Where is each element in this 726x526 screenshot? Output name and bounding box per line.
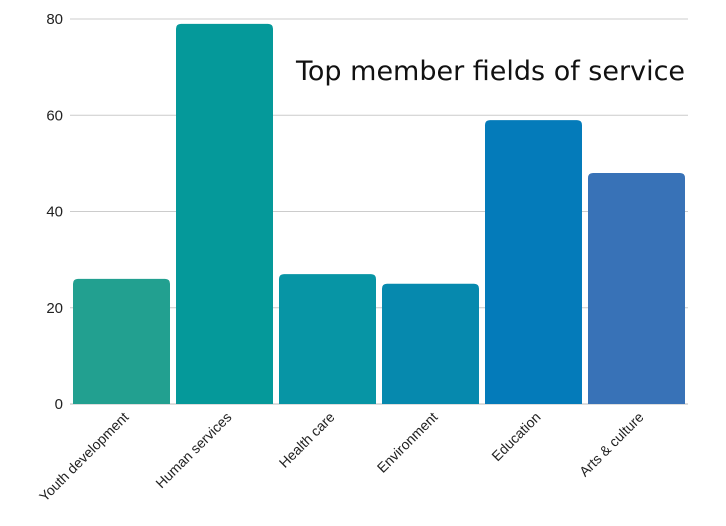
- x-category-label: Environment: [374, 409, 441, 476]
- bars: [73, 23, 685, 404]
- bar-education: [485, 120, 582, 404]
- x-axis-categories: Youth development Human services Health ca…: [36, 409, 647, 505]
- y-tick-label: 80: [46, 11, 63, 28]
- bar-youth-development: [73, 278, 170, 404]
- y-tick-label: 0: [55, 396, 63, 413]
- x-category-label: Education: [488, 409, 543, 464]
- chart-title: Top member fields of service: [295, 56, 685, 87]
- bar-human-services: [176, 23, 273, 404]
- x-category-label: Health care: [276, 409, 338, 471]
- x-category-label: Youth development: [36, 409, 132, 505]
- y-tick-label: 40: [46, 204, 63, 221]
- x-category-label: Arts & culture: [576, 409, 647, 480]
- y-tick-label: 20: [46, 300, 63, 317]
- bar-arts-culture: [588, 173, 685, 404]
- x-category-label: Human services: [152, 409, 234, 491]
- y-tick-label: 60: [46, 107, 63, 124]
- y-axis-ticks: 0 20 40 60 80: [46, 11, 63, 413]
- gridlines: [70, 18, 688, 405]
- bar-health-care: [279, 274, 376, 404]
- bar-environment: [382, 283, 479, 404]
